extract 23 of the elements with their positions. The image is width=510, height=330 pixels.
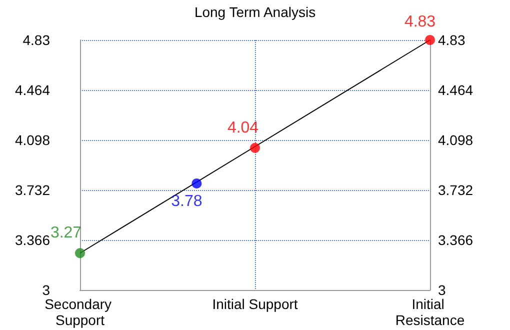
point [250,142,260,153]
point [192,178,202,188]
y-tick-label: 3 [42,282,50,298]
y-tick-label: 4.464 [14,82,50,98]
chart-title: Long Term Analysis [194,4,316,20]
y2-tick-label: 4.098 [438,132,474,148]
x-tick-label: Initial Resistance [395,296,465,328]
data-label: 4.04 [227,119,259,136]
y-tick-label: 4.098 [14,132,50,148]
data-label: 3.78 [171,192,202,210]
y-tick-label: 4.83 [22,32,50,48]
y2-tick-label: 3.366 [438,232,474,248]
x-tick-label: Initial Support [212,296,298,312]
y2-tick-label: 3 [438,282,446,298]
y2-tick-label: 4.464 [438,82,474,98]
data-label: 4.83 [404,14,436,30]
y2-tick-label: 4.83 [438,32,466,48]
y-tick-label: 3.366 [14,232,50,248]
point [75,248,85,258]
x-tick-label: Secondary Support [44,296,116,328]
point [425,35,435,45]
y2-tick-label: 3.732 [438,182,474,198]
y-tick-label: 3.732 [14,182,50,198]
